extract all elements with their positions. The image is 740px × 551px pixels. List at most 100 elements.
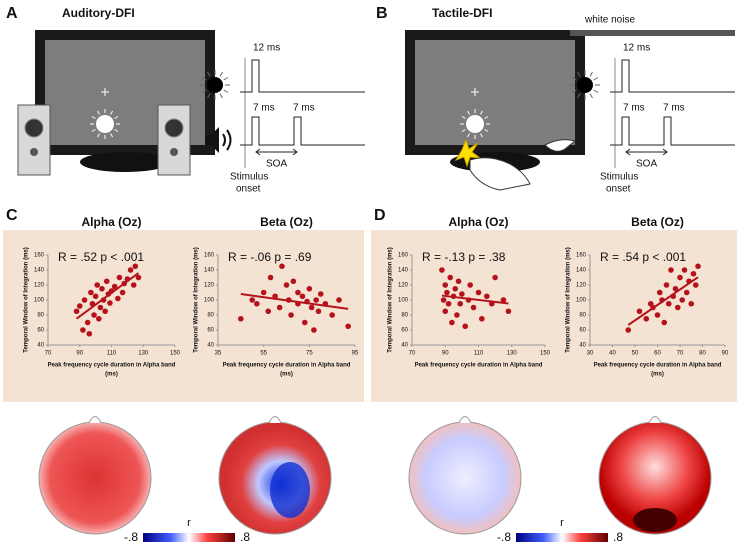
point xyxy=(299,293,306,300)
x-tick-label: 70 xyxy=(45,351,52,357)
sun xyxy=(207,77,223,93)
point xyxy=(439,267,445,273)
point xyxy=(102,308,108,315)
point xyxy=(100,297,107,303)
x-tick-label: 110 xyxy=(107,351,117,357)
point xyxy=(663,282,670,288)
point xyxy=(103,278,110,285)
pulse-label: 12 ms xyxy=(253,43,280,54)
y-tick-label: 140 xyxy=(576,268,587,274)
point xyxy=(440,297,447,303)
point xyxy=(73,308,80,315)
y-tick-label: 100 xyxy=(34,298,45,304)
sun-ray xyxy=(571,89,577,93)
flash-ray xyxy=(461,116,466,119)
sun-ray xyxy=(577,71,581,77)
point xyxy=(450,293,457,300)
colorbar-label: r xyxy=(187,517,191,529)
point xyxy=(688,300,695,307)
point xyxy=(295,289,301,296)
point xyxy=(127,267,134,273)
y-tick-label: 160 xyxy=(34,253,45,259)
point xyxy=(467,282,473,288)
trend-line xyxy=(240,293,349,310)
point xyxy=(121,280,127,287)
point xyxy=(654,312,661,318)
soa-label: SOA xyxy=(636,159,657,170)
chart-title: Beta (Oz) xyxy=(631,215,684,229)
sun-ray xyxy=(223,77,229,81)
point xyxy=(238,315,244,322)
x-tick-label: 35 xyxy=(215,351,222,357)
flash-ray xyxy=(91,129,96,132)
x-tick-label: 70 xyxy=(409,351,416,357)
point xyxy=(455,278,462,285)
y-tick-label: 80 xyxy=(207,313,214,319)
y-tick-label: 60 xyxy=(37,328,44,334)
point xyxy=(96,315,102,322)
y-tick-label: 100 xyxy=(576,298,587,304)
point xyxy=(315,308,322,315)
point xyxy=(686,278,692,285)
y-tick-label: 60 xyxy=(579,328,586,334)
point xyxy=(665,300,672,307)
point xyxy=(679,297,686,303)
colorbar-max: .8 xyxy=(240,530,250,544)
point xyxy=(625,327,632,333)
sun-ray xyxy=(219,93,223,99)
point xyxy=(306,285,313,292)
x-label: Peak frequency cycle duration in Alpha b… xyxy=(223,363,351,369)
point xyxy=(84,319,91,326)
point xyxy=(124,276,131,282)
colorbar-min: -.8 xyxy=(497,530,511,544)
point xyxy=(643,315,650,322)
x-tick-label: 60 xyxy=(654,351,661,357)
flash-ray xyxy=(114,129,119,132)
pulse-label: 7 ms xyxy=(623,103,645,114)
point xyxy=(88,289,94,296)
point xyxy=(115,295,121,302)
x-tick-label: 95 xyxy=(352,351,359,357)
point xyxy=(283,282,290,288)
topomap-blob xyxy=(633,508,677,532)
point xyxy=(81,297,88,303)
sun-ray xyxy=(589,71,593,77)
pulse-label: 12 ms xyxy=(623,43,650,54)
y-tick-label: 120 xyxy=(34,283,45,289)
point xyxy=(89,300,96,307)
y-tick-label: 100 xyxy=(398,298,409,304)
flash-ray xyxy=(110,133,113,138)
point xyxy=(681,267,688,273)
point xyxy=(470,304,477,311)
point xyxy=(668,267,674,273)
flash xyxy=(96,115,114,133)
x-tick-label: 40 xyxy=(609,351,616,357)
x-tick-label: 70 xyxy=(677,351,684,357)
y-tick-label: 160 xyxy=(204,253,215,259)
y-tick-label: 80 xyxy=(579,313,586,319)
point xyxy=(76,303,83,309)
point xyxy=(135,274,142,281)
sound-waves xyxy=(222,129,232,151)
second-trace xyxy=(240,116,365,146)
speaker-cone xyxy=(164,118,184,138)
point xyxy=(249,297,256,303)
pulse-label: 7 ms xyxy=(253,103,275,114)
point xyxy=(695,263,701,270)
y-tick-label: 100 xyxy=(204,298,215,304)
colorbar xyxy=(143,533,235,542)
point xyxy=(475,289,482,296)
flash-ray xyxy=(484,116,489,119)
flash xyxy=(466,115,484,133)
point xyxy=(308,304,315,311)
topomap-nose xyxy=(88,416,102,424)
y-tick-label: 40 xyxy=(207,343,214,349)
sun-ray xyxy=(219,71,223,77)
panel-letter: A xyxy=(6,5,18,22)
fixation xyxy=(471,88,479,96)
point xyxy=(449,319,455,326)
point xyxy=(317,291,324,297)
point xyxy=(279,263,285,270)
point xyxy=(670,293,677,300)
point xyxy=(457,300,464,307)
